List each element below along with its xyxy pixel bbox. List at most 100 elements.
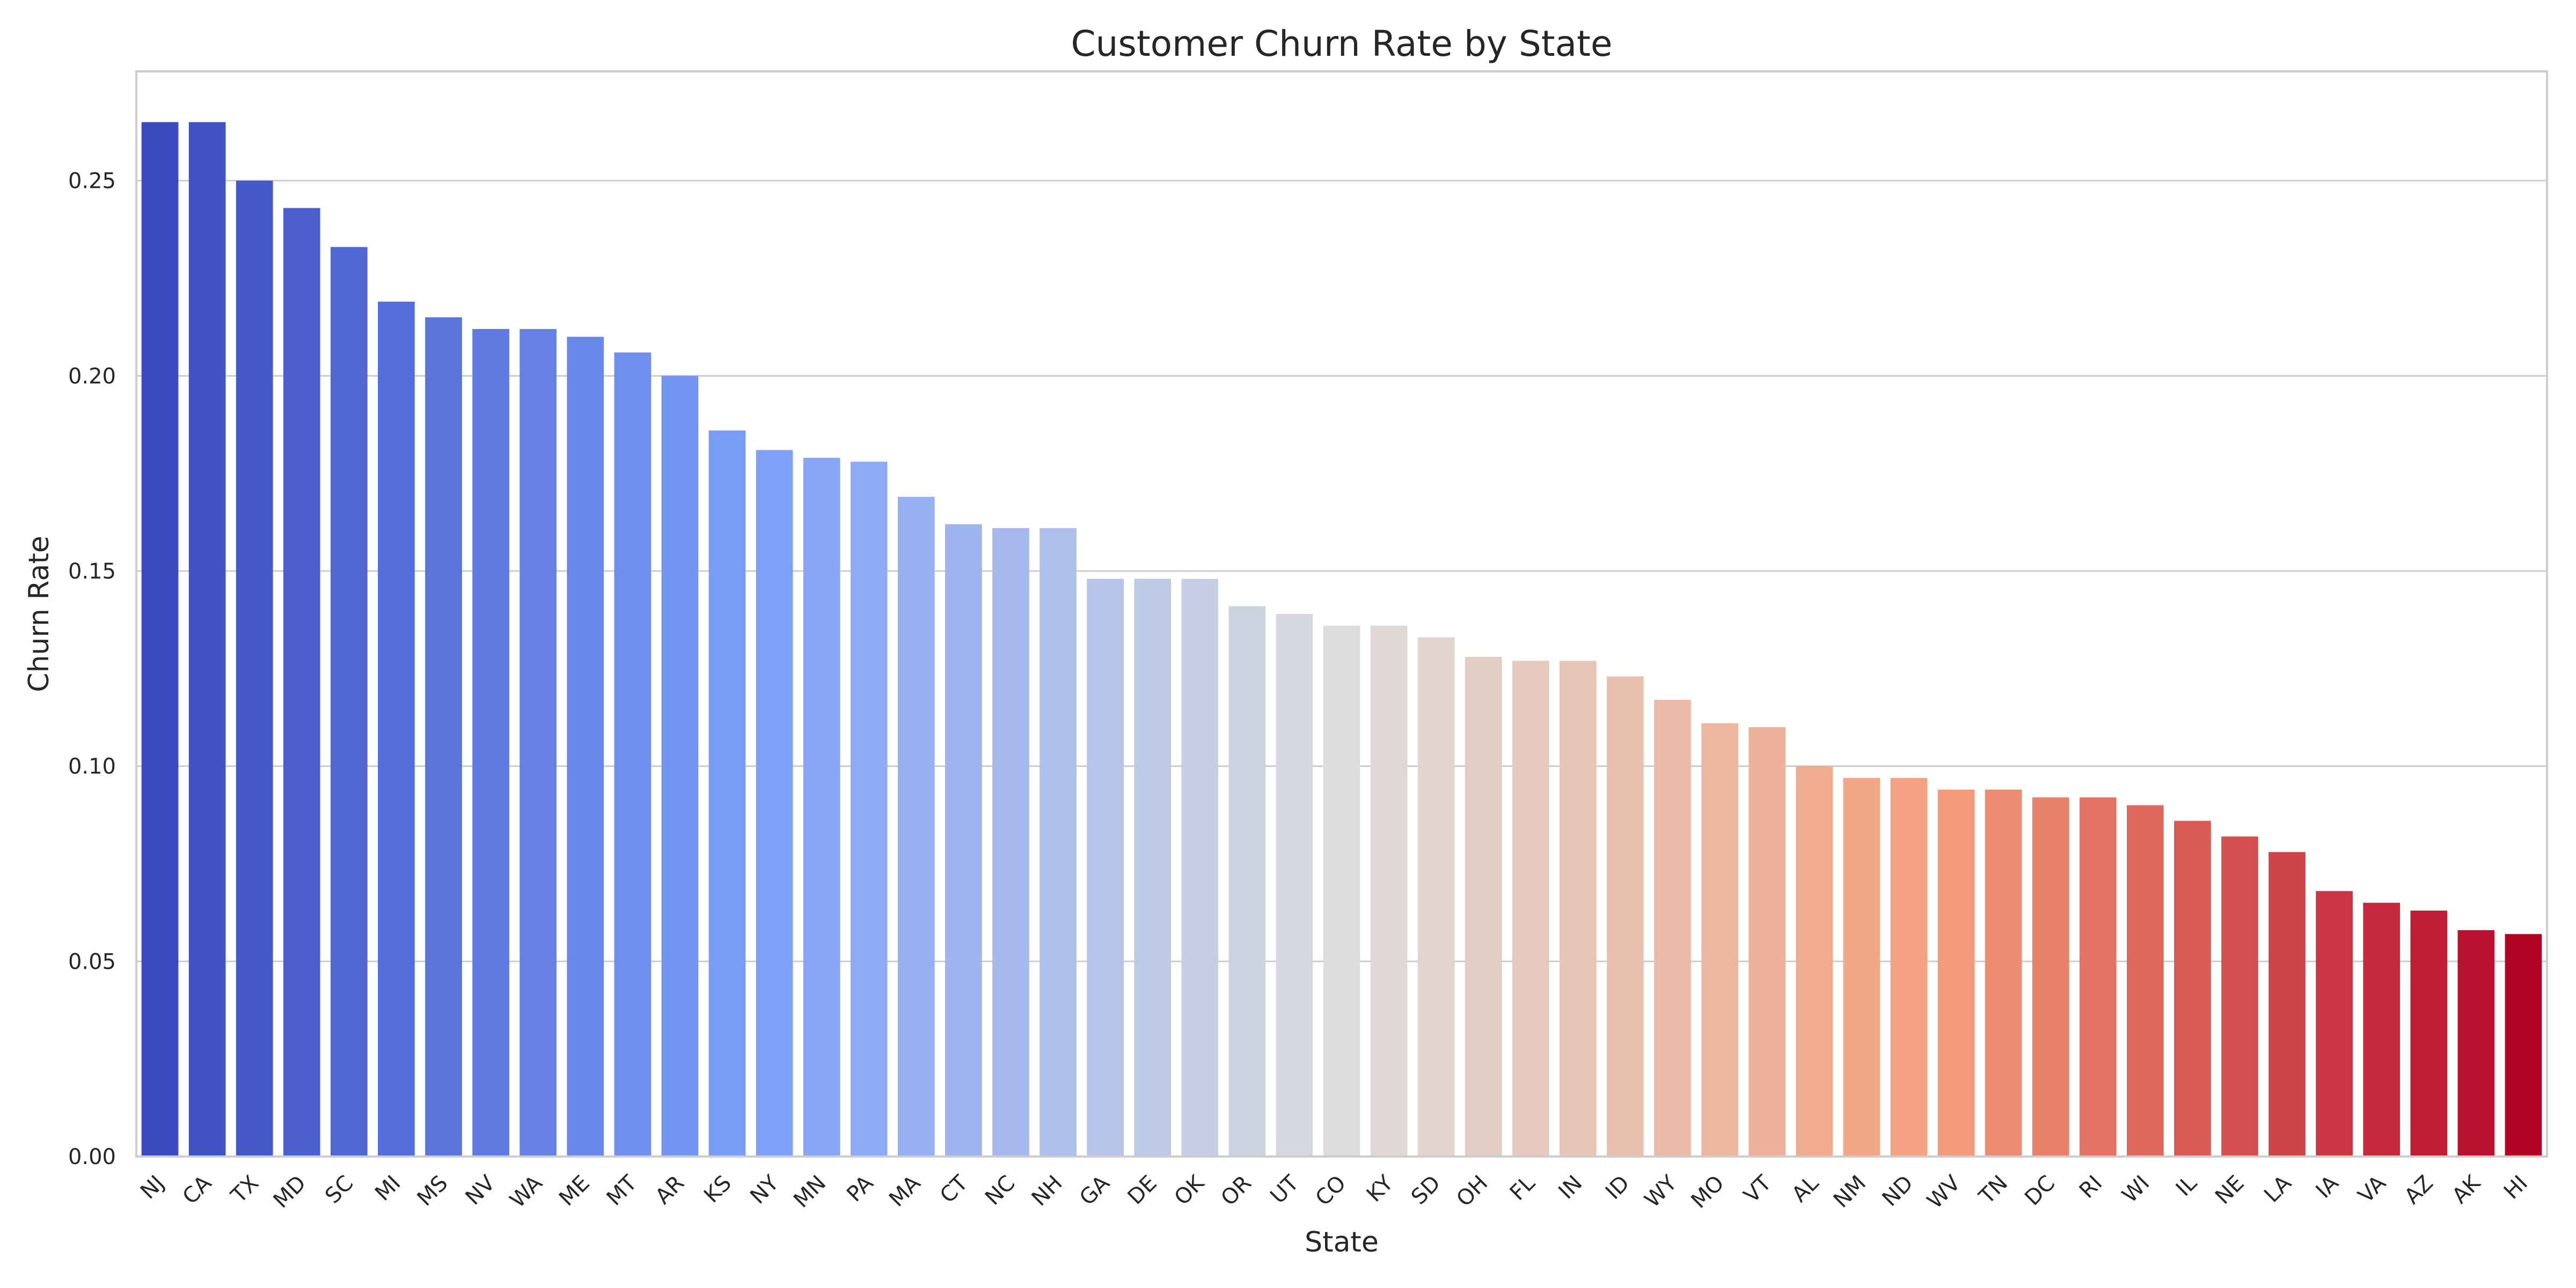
bar-tn — [1985, 789, 2022, 1157]
x-tick-label: MT — [602, 1170, 642, 1211]
x-tick-label: NC — [980, 1171, 1020, 1210]
x-tick-label: IL — [2171, 1170, 2202, 1201]
x-tick-label: AR — [650, 1171, 689, 1210]
x-tick-label: VA — [2353, 1170, 2391, 1208]
x-tick-label: LA — [2259, 1170, 2296, 1208]
x-tick-label: UT — [1265, 1170, 1304, 1209]
bar-ca — [188, 122, 226, 1157]
x-tick-label: WV — [1922, 1170, 1965, 1213]
bar-hi — [2505, 934, 2542, 1157]
x-axis-label: State — [1305, 1226, 1379, 1258]
bar-tx — [236, 180, 273, 1157]
x-tick-label: NJ — [136, 1171, 169, 1204]
chart-title: Customer Churn Rate by State — [1071, 23, 1612, 64]
x-tick-label: NV — [461, 1170, 500, 1210]
bar-ga — [1087, 579, 1124, 1157]
bar-wy — [1654, 700, 1691, 1157]
bar-ks — [708, 430, 746, 1157]
x-axis-ticks: NJ CA TX MD SC MI MS NV WA ME MT AR KS NY MN PA MA CT NC NH… — [136, 1170, 2533, 1213]
x-tick-label: NH — [1027, 1171, 1067, 1211]
bar-vt — [1748, 727, 1786, 1157]
bar-az — [2410, 910, 2448, 1157]
bar-wi — [2126, 805, 2164, 1157]
bar-ky — [1370, 625, 1408, 1157]
bar-nj — [141, 122, 179, 1157]
x-tick-label: WI — [2118, 1171, 2155, 1208]
x-tick-label: RI — [2075, 1171, 2107, 1204]
y-tick-label: 0.25 — [68, 169, 116, 194]
bar-ct — [945, 524, 982, 1157]
x-tick-label: OH — [1452, 1171, 1492, 1212]
y-tick-label: 0.10 — [68, 755, 116, 779]
bar-md — [283, 208, 320, 1157]
x-tick-label: CA — [178, 1170, 217, 1209]
bar-nh — [1040, 528, 1077, 1157]
bar-mn — [803, 458, 840, 1157]
x-tick-label: OK — [1169, 1170, 1210, 1210]
x-tick-label: MN — [789, 1171, 831, 1213]
x-tick-label: CT — [935, 1170, 973, 1208]
x-tick-label: AZ — [2400, 1171, 2438, 1209]
x-tick-label: TN — [1974, 1171, 2012, 1210]
y-tick-label: 0.05 — [68, 949, 116, 974]
bar-ms — [425, 317, 462, 1157]
x-tick-label: KS — [699, 1171, 736, 1208]
bar-ut — [1276, 614, 1313, 1157]
x-tick-label: PA — [842, 1170, 879, 1207]
bar-ne — [2221, 836, 2258, 1157]
y-axis-label: Churn Rate — [23, 536, 55, 692]
x-tick-label: VT — [1739, 1170, 1777, 1208]
x-tick-label: FL — [1505, 1170, 1540, 1205]
x-tick-label: IN — [1554, 1171, 1587, 1204]
x-tick-label: IA — [2311, 1170, 2344, 1203]
bar-mo — [1701, 723, 1738, 1157]
x-tick-label: ID — [1601, 1171, 1635, 1205]
bar-nv — [472, 329, 509, 1157]
bar-pa — [850, 462, 888, 1157]
y-axis-ticks: 0.00 0.05 0.10 0.15 0.20 0.25 — [68, 169, 116, 1169]
x-tick-label: MS — [413, 1171, 453, 1211]
plot-frame — [135, 70, 2548, 1158]
bar-ok — [1181, 579, 1219, 1157]
bar-nm — [1843, 778, 1880, 1157]
bar-ri — [2079, 797, 2117, 1157]
x-tick-label: ND — [1878, 1171, 1918, 1211]
bar-dc — [2032, 797, 2069, 1157]
bar-ar — [661, 376, 699, 1157]
bar-mi — [378, 302, 415, 1157]
x-tick-label: NE — [2211, 1171, 2249, 1210]
bar-wv — [1937, 789, 1975, 1157]
x-tick-label: MI — [370, 1171, 405, 1206]
bar-de — [1134, 579, 1172, 1157]
bar-va — [2363, 903, 2401, 1157]
y-tick-label: 0.15 — [68, 559, 116, 584]
x-tick-label: WA — [505, 1170, 547, 1213]
bar-oh — [1465, 657, 1502, 1157]
x-tick-label: DC — [2020, 1171, 2060, 1211]
x-tick-label: CO — [1311, 1171, 1351, 1211]
bar-ny — [756, 450, 793, 1157]
bar-id — [1607, 676, 1644, 1157]
x-tick-label: OR — [1216, 1171, 1256, 1211]
x-tick-label: GA — [1075, 1170, 1115, 1210]
x-tick-label: DE — [1123, 1171, 1162, 1210]
bar-la — [2268, 852, 2306, 1157]
bar-ia — [2316, 891, 2353, 1157]
bar-al — [1796, 766, 1833, 1157]
bar-wa — [519, 329, 557, 1157]
x-tick-label: NY — [745, 1170, 784, 1209]
x-tick-label: HI — [2499, 1171, 2533, 1204]
bar-fl — [1512, 661, 1549, 1157]
bar-ak — [2457, 930, 2495, 1157]
x-tick-label: AL — [1787, 1170, 1824, 1207]
bar-sc — [331, 247, 368, 1157]
bar-sd — [1417, 637, 1455, 1157]
bar-me — [567, 336, 604, 1157]
x-tick-label: WY — [1640, 1170, 1682, 1212]
y-tick-label: 0.20 — [68, 364, 116, 389]
x-tick-label: ME — [554, 1171, 595, 1211]
bar-ma — [897, 496, 935, 1157]
x-tick-label: MO — [1687, 1171, 1729, 1213]
x-tick-label: MD — [269, 1171, 311, 1213]
